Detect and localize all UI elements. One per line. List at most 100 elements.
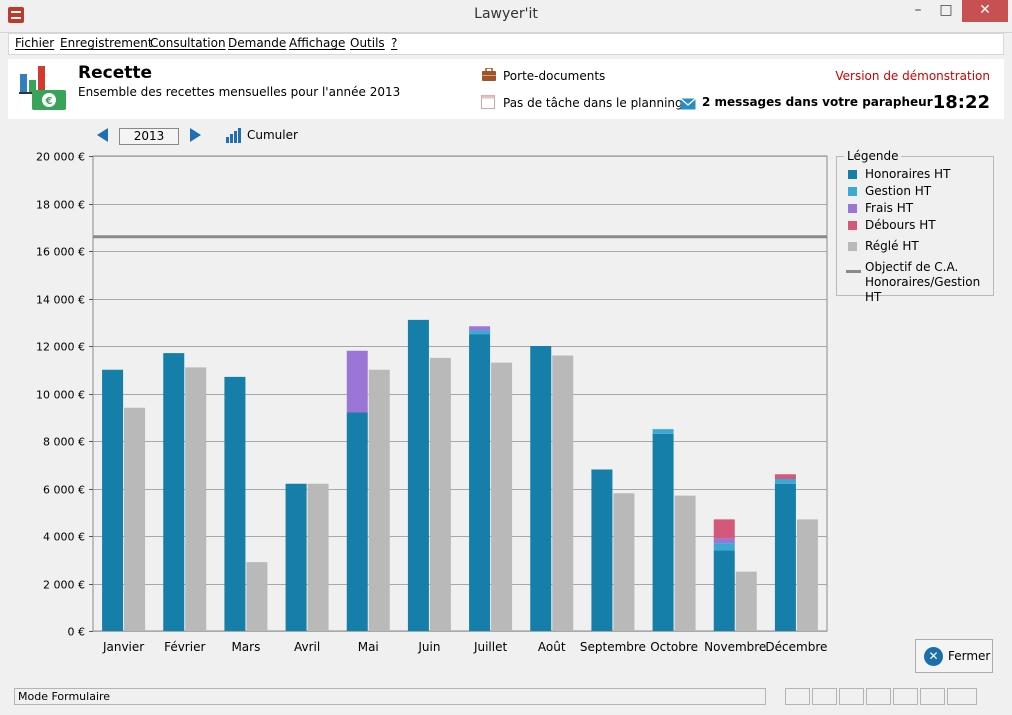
year-field[interactable]: 2013	[119, 128, 179, 145]
bar-d-bours-ht	[713, 519, 735, 539]
status-cell	[866, 688, 891, 705]
chart-bars	[93, 235, 827, 631]
revenue-chart: 0 € 2 000 € 4 000 € 6 000 € 8 000 € 10 000 € 1…	[36, 151, 828, 655]
bar-frais-ht	[469, 326, 491, 331]
legend-label: Gestion HT	[865, 184, 932, 198]
legend-swatch	[848, 170, 857, 179]
x-tick-label: Mars	[231, 640, 260, 654]
bar-gestion-ht	[713, 543, 735, 551]
bar-honoraires-ht	[774, 483, 796, 631]
legend-label: Frais HT	[865, 201, 914, 215]
bar-frais-ht	[713, 538, 735, 544]
bar-honoraires-ht	[713, 550, 735, 631]
x-tick-label: Septembre	[580, 640, 646, 654]
x-tick-label: Avril	[294, 640, 320, 654]
minimize-button[interactable]: –	[914, 2, 922, 18]
bar-regle-ht	[735, 571, 757, 631]
menu-help[interactable]: ?	[391, 36, 398, 50]
messages-link[interactable]: 2 messages dans votre parapheur	[702, 95, 933, 109]
briefcase-icon	[482, 68, 496, 81]
y-tick-label: 0 €	[68, 626, 86, 639]
revenue-chart-icon: €	[19, 66, 66, 110]
status-cell	[893, 688, 918, 705]
legend-label: Objectif de C.A. Honoraires/Gestion HT	[865, 260, 981, 304]
close-form-button[interactable]: ✕ Fermer	[915, 639, 993, 673]
status-cell	[839, 688, 864, 705]
bar-honoraires-ht	[163, 353, 185, 631]
legend-box	[836, 156, 994, 296]
maximize-button[interactable]: □	[939, 2, 953, 18]
bar-gestion-ht	[774, 479, 796, 484]
legend-swatch	[848, 221, 857, 230]
bar-gestion-ht	[469, 330, 491, 335]
x-tick-label: Juillet	[473, 640, 508, 654]
legend-label: Honoraires HT	[865, 167, 951, 181]
demo-version-label: Version de démonstration	[835, 69, 990, 83]
legend-label: Débours HT	[865, 218, 936, 232]
legend-swatch	[848, 187, 857, 196]
bar-regle-ht	[552, 355, 574, 631]
bar-regle-ht	[368, 369, 390, 631]
menu-demande[interactable]: Demande	[228, 36, 287, 50]
y-tick-label: 14 000 €	[36, 294, 85, 307]
bar-frais-ht	[346, 350, 368, 413]
menu-consultation[interactable]: Consultation	[150, 36, 226, 50]
bar-honoraires-ht	[224, 376, 246, 631]
cumulate-button[interactable]: Cumuler	[247, 128, 298, 142]
status-cell	[920, 688, 945, 705]
legend-line-swatch	[846, 270, 861, 273]
y-tick-label: 10 000 €	[36, 389, 85, 402]
legend-label: Réglé HT	[865, 239, 919, 253]
bar-honoraires-ht	[285, 483, 307, 631]
bar-regle-ht	[124, 407, 146, 631]
title-bar: Lawyer'it – □ ✕	[0, 0, 1012, 33]
bar-regle-ht	[246, 562, 268, 631]
x-tick-label: Décembre	[765, 640, 827, 654]
y-tick-label: 8 000 €	[43, 436, 85, 449]
bar-honoraires-ht	[469, 334, 491, 631]
menu-outils[interactable]: Outils	[350, 36, 385, 50]
menu-enregistrement[interactable]: Enregistrement	[60, 36, 153, 50]
status-cell	[812, 688, 837, 705]
bar-gestion-ht	[652, 429, 674, 434]
menu-fichier[interactable]: Fichier	[15, 36, 55, 50]
chart-axes: 0 € 2 000 € 4 000 € 6 000 € 8 000 € 10 000 € 1…	[36, 151, 827, 655]
bar-regle-ht	[491, 362, 513, 631]
bar-honoraires-ht	[407, 319, 429, 631]
page-header: € Recette Ensemble des recettes mensuell…	[8, 59, 1004, 119]
bar-regle-ht	[613, 493, 635, 631]
bar-regle-ht	[185, 367, 207, 631]
x-tick-label: Mai	[358, 640, 379, 654]
legend-swatch	[848, 204, 857, 213]
chart-grid	[92, 155, 828, 632]
bar-honoraires-ht	[102, 369, 124, 631]
bar-regle-ht	[796, 519, 818, 631]
bar-honoraires-ht	[346, 412, 368, 631]
bar-regle-ht	[307, 483, 329, 631]
y-tick-label: 18 000 €	[36, 199, 85, 212]
x-tick-label: Juin	[417, 640, 440, 654]
bar-d-bours-ht	[774, 474, 796, 479]
cumulate-icon[interactable]	[226, 128, 242, 143]
planning-link[interactable]: Pas de tâche dans le planning	[503, 96, 683, 110]
bar-honoraires-ht	[591, 469, 613, 631]
status-bar: Mode Formulaire	[14, 688, 766, 705]
previous-year-button[interactable]	[97, 128, 108, 142]
y-tick-label: 16 000 €	[36, 246, 85, 259]
x-tick-label: Août	[538, 640, 566, 654]
bar-regle-ht	[429, 357, 451, 631]
x-tick-label: Octobre	[650, 640, 698, 654]
envelope-icon	[680, 98, 696, 110]
x-tick-label: Février	[164, 640, 205, 654]
next-year-button[interactable]	[190, 128, 201, 142]
close-button[interactable]: ✕	[962, 0, 1008, 22]
menu-affichage[interactable]: Affichage	[289, 36, 346, 50]
app-icon[interactable]	[8, 7, 24, 23]
x-tick-label: Janvier	[102, 640, 144, 654]
close-circle-icon: ✕	[924, 647, 943, 666]
bar-regle-ht	[674, 495, 696, 631]
porte-documents-link[interactable]: Porte-documents	[503, 69, 606, 83]
status-cell	[947, 688, 977, 705]
plot-area	[92, 155, 828, 632]
calendar-icon	[481, 95, 495, 109]
